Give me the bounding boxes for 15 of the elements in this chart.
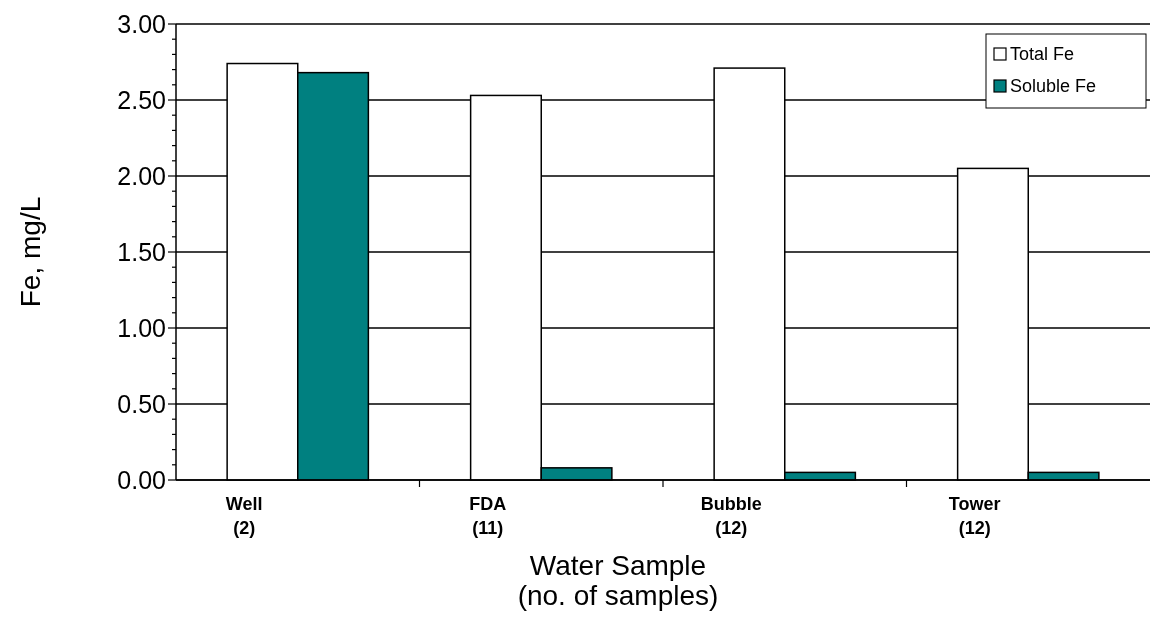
y-tick-label: 2.00 xyxy=(117,161,166,190)
y-tick-label: 0.50 xyxy=(117,389,166,418)
x-tick-label: Tower (12) xyxy=(948,494,1001,538)
y-tick-label: 0.00 xyxy=(117,465,166,494)
y-tick-label: 3.00 xyxy=(117,9,166,38)
x-tick-label: Well (2) xyxy=(225,494,263,538)
x-tick-label: FDA (11) xyxy=(469,494,507,538)
x-axis-title: Water Sample (no. of samples) xyxy=(517,550,719,611)
y-tick-label: 1.00 xyxy=(117,313,166,342)
legend-label: Soluble Fe xyxy=(1010,76,1097,97)
x-tick-label: Bubble (12) xyxy=(700,494,762,538)
legend-label: Total Fe xyxy=(1010,44,1075,65)
y-tick-label: 1.50 xyxy=(117,237,166,266)
y-tick-label: 2.50 xyxy=(117,85,166,114)
y-axis-title: Fe, mg/L xyxy=(15,196,46,308)
